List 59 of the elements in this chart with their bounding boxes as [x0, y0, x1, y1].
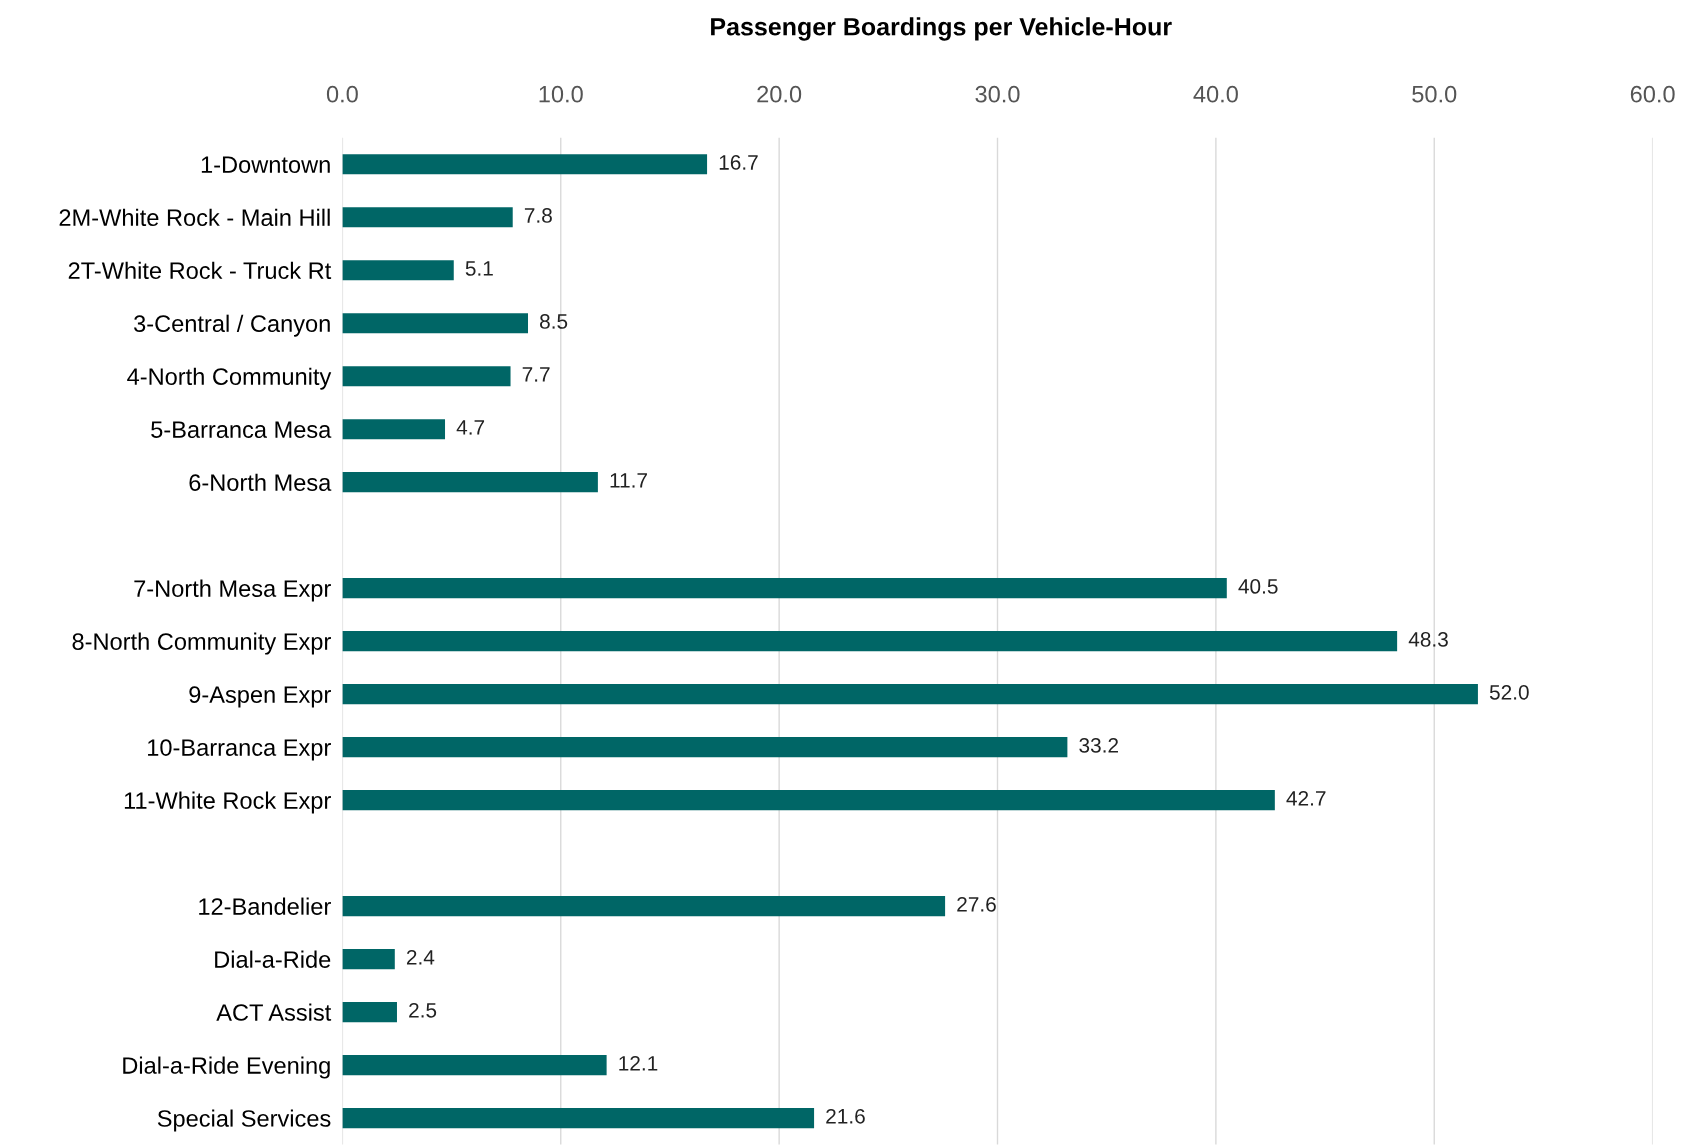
bar: [342, 949, 395, 970]
x-tick-label: 20.0: [757, 85, 802, 103]
y-tick-label: 12-Bandelier: [199, 897, 331, 915]
data-label: 4.7: [456, 420, 485, 435]
bar: [342, 419, 446, 440]
bar: [342, 366, 511, 387]
bar: [342, 578, 1227, 599]
y-tick-label: 2T-White Rock - Truck Rt: [68, 261, 332, 280]
data-label: 16.7: [719, 155, 758, 170]
bar: [342, 684, 1478, 705]
data-label: 42.7: [1286, 790, 1326, 806]
data-label: 33.2: [1079, 737, 1118, 753]
y-tick-label: 5-Barranca Mesa: [151, 421, 332, 438]
data-label: 52.0: [1489, 684, 1529, 700]
data-label: 27.6: [957, 896, 996, 912]
bar: [342, 154, 708, 175]
bar: [342, 790, 1275, 811]
y-tick-label: Dial-a-Ride Evening: [123, 1056, 330, 1079]
x-tick-label: 30.0: [975, 85, 1020, 103]
y-tick-label: 11-White Rock Expr: [124, 791, 331, 814]
chart-title: Passenger Boardings per Vehicle-Hour: [711, 17, 1172, 41]
bar: [342, 631, 1398, 652]
y-tick-label: 6-North Mesa: [189, 473, 332, 491]
y-tick-label: ACT Assist: [216, 1003, 332, 1021]
bar: [342, 1107, 815, 1129]
y-tick-label: Dial-a-Ride: [215, 950, 331, 968]
bar: [342, 260, 454, 281]
y-tick-label: 7-North Mesa Expr: [134, 579, 331, 602]
x-tick-label: 0.0: [326, 85, 358, 103]
data-label: 21.6: [826, 1108, 865, 1124]
x-tick-label: 40.0: [1193, 85, 1238, 103]
bar: [342, 1055, 607, 1076]
y-tick-label: 8-North Community Expr: [72, 632, 331, 655]
data-label: 48.3: [1408, 632, 1448, 647]
data-label: 8.5: [540, 314, 568, 329]
y-tick-label: 10-Barranca Expr: [148, 739, 331, 761]
y-tick-label: 9-Aspen Expr: [189, 686, 331, 708]
bar: [342, 207, 513, 228]
bar: [342, 737, 1068, 758]
data-label: 40.5: [1238, 579, 1278, 594]
y-tick-label: 3-Central / Canyon: [134, 314, 330, 337]
data-label: 2.5: [409, 1002, 437, 1018]
data-label: 5.1: [465, 261, 493, 276]
y-tick-label: Special Services: [157, 1109, 331, 1132]
y-tick-label: 1-Downtown: [201, 156, 330, 174]
bar: [342, 472, 598, 493]
y-tick-label: 2M-White Rock - Main Hill: [59, 208, 330, 227]
bar: [342, 1002, 397, 1023]
x-tick-label: 60.0: [1630, 85, 1675, 103]
bar: [342, 896, 946, 917]
data-label: 7.7: [522, 367, 550, 382]
data-label: 11.7: [610, 473, 647, 488]
x-tick-label: 50.0: [1412, 85, 1457, 103]
bar: [342, 313, 529, 334]
x-tick-label: 10.0: [539, 85, 583, 103]
data-label: 12.1: [619, 1055, 658, 1071]
y-tick-label: 4-North Community: [127, 367, 332, 390]
data-label: 7.8: [524, 208, 552, 223]
data-label: 2.4: [406, 949, 435, 965]
